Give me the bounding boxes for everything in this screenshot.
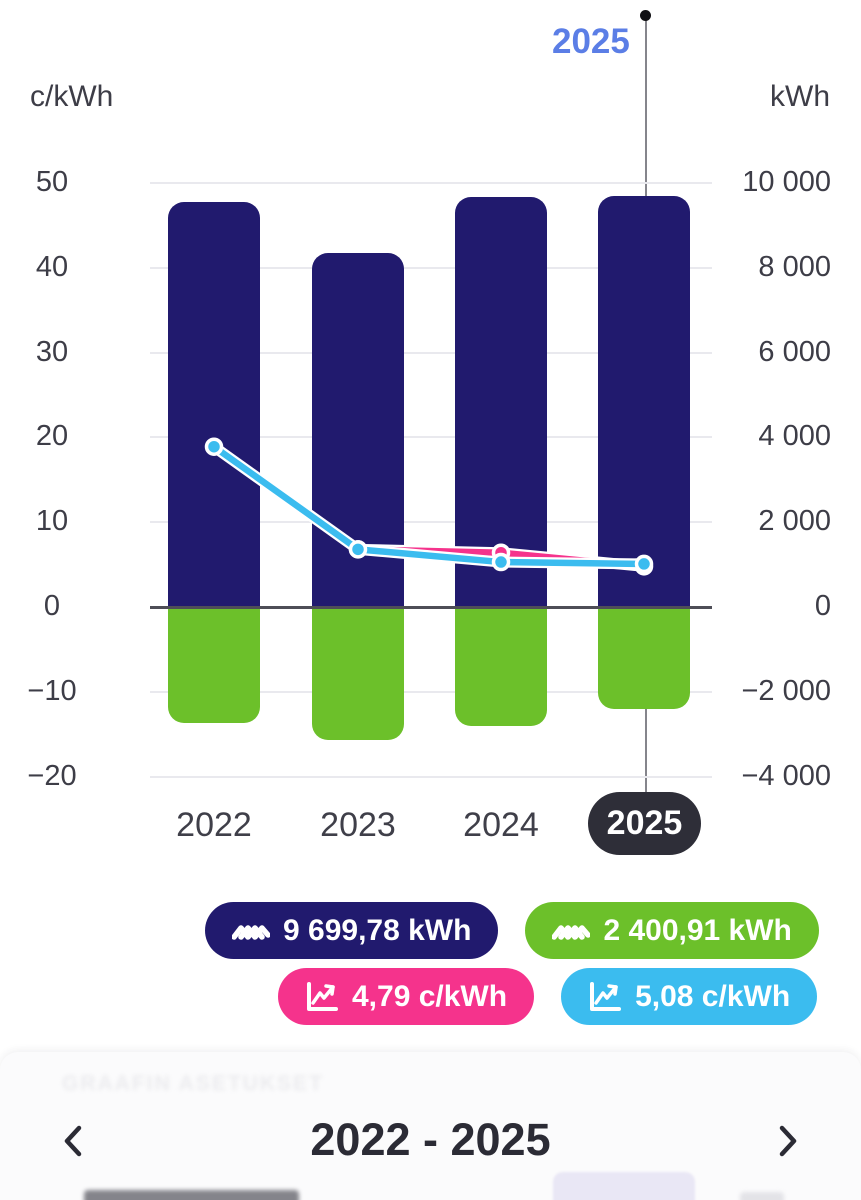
right-axis-tick: 2 000: [758, 505, 831, 538]
legend-value-price-average: 4,79 c/kWh: [352, 979, 508, 1013]
bar-returned_kwh-2025[interactable]: [598, 607, 690, 709]
right-axis-tick: 6 000: [758, 335, 831, 368]
legend-pill-price-spot[interactable]: 5,08 c/kWh: [561, 968, 818, 1025]
bar-consumption_kwh-2024[interactable]: [455, 196, 547, 607]
gridline: [150, 775, 712, 778]
legend-pill-price-average[interactable]: 4,79 c/kWh: [278, 968, 535, 1025]
clipped-bottom-element: [740, 1192, 784, 1200]
legend-pill-returned[interactable]: 2 400,91 kWh: [525, 902, 819, 959]
left-axis-tick: 30: [35, 335, 69, 368]
gridline: [150, 266, 712, 269]
previous-period-button[interactable]: [58, 1122, 88, 1160]
right-axis-title: kWh: [770, 80, 830, 113]
zero-axis-line: [150, 605, 712, 609]
right-axis-tick: −2 000: [741, 674, 831, 707]
bar-consumption_kwh-2022[interactable]: [168, 202, 260, 607]
gridline: [150, 436, 712, 439]
price_blue_c_per_kwh-casing: [208, 441, 650, 570]
x-label-selected-2025[interactable]: 2025: [588, 792, 701, 855]
gridline: [150, 182, 712, 184]
legend-row-kwh: 9 699,78 kWh 2 400,91 kWh: [205, 902, 819, 959]
bar-consumption_kwh-2025[interactable]: [598, 195, 690, 607]
legend-value-price-spot: 5,08 c/kWh: [635, 979, 791, 1013]
legend-value-returned: 2 400,91 kWh: [603, 913, 792, 947]
bar-returned_kwh-2022[interactable]: [168, 607, 260, 724]
bottom-sheet: GRAAFIN ASETUKSET 2022 - 2025: [0, 1052, 861, 1200]
right-axis-tick: 10 000: [742, 166, 831, 198]
chevron-left-icon: [64, 1125, 82, 1157]
wave-zigzag-icon: [552, 924, 591, 940]
x-label-2022[interactable]: 2022: [176, 806, 252, 844]
right-axis-tick: 4 000: [758, 420, 831, 453]
wave-zigzag-icon: [232, 924, 270, 940]
graph-settings-label: GRAAFIN ASETUKSET: [62, 1072, 324, 1095]
left-axis-tick: −10: [27, 674, 77, 707]
x-label-2024[interactable]: 2024: [463, 806, 539, 844]
selected-year-top-label: 2025: [552, 22, 630, 61]
right-axis-tick: −4 000: [741, 759, 831, 792]
clipped-bottom-text: [84, 1190, 299, 1200]
period-range-title: 2022 - 2025: [310, 1114, 551, 1165]
selected-year-marker-dot: [640, 10, 651, 21]
left-axis-tick: 40: [35, 250, 69, 283]
next-period-button[interactable]: [773, 1122, 803, 1160]
bar-returned_kwh-2023[interactable]: [312, 607, 404, 741]
left-axis-tick: 10: [35, 505, 69, 538]
x-label-2023[interactable]: 2023: [320, 806, 396, 844]
legend-row-price: 4,79 c/kWh 5,08 c/kWh: [278, 968, 818, 1025]
right-axis-tick: 8 000: [758, 250, 831, 283]
gridline: [150, 690, 712, 693]
bar-returned_kwh-2024[interactable]: [455, 607, 547, 727]
clipped-bottom-highlight: [553, 1172, 695, 1200]
line-chart-icon: [590, 981, 622, 1011]
left-axis-tick: 0: [43, 590, 61, 622]
left-axis-tick: 20: [35, 420, 69, 453]
legend-value-consumption: 9 699,78 kWh: [283, 913, 472, 947]
chevron-right-icon: [779, 1125, 797, 1157]
right-axis-tick: 0: [814, 590, 831, 622]
left-axis-tick: −20: [27, 759, 77, 792]
legend-pill-consumption[interactable]: 9 699,78 kWh: [205, 902, 499, 959]
left-axis-tick: 50: [35, 166, 69, 198]
price_blue_c_per_kwh-line: [210, 443, 648, 568]
gridline: [150, 351, 712, 354]
left-axis-title: c/kWh: [30, 80, 114, 113]
line-chart-icon: [307, 981, 338, 1011]
bar-consumption_kwh-2023[interactable]: [312, 252, 404, 607]
